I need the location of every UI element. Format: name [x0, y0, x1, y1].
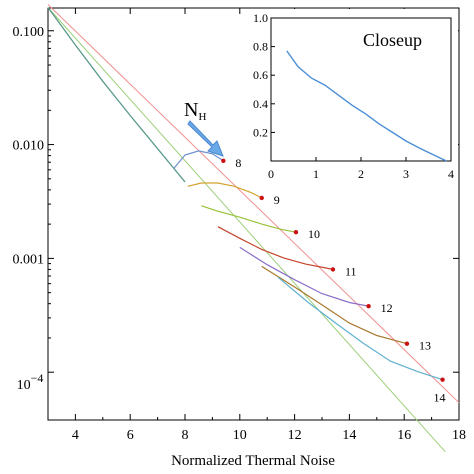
series-endpoint-12 [366, 304, 371, 309]
inset-y-tick-label: 0.6 [253, 68, 268, 82]
x-axis-label: Normalized Thermal Noise [171, 453, 335, 469]
nh-label-sub: H [198, 111, 206, 123]
inset-background [261, 9, 458, 164]
series-line-12 [239, 246, 369, 307]
y-tick-power-base: 10 [17, 378, 31, 393]
inset-plot: 0 1 2 3 4 0.2 0.4 0.6 0.8 1.0 Closeup [253, 9, 458, 181]
inset-y-tick-label: 0.2 [253, 125, 268, 139]
y-tick-label: 0.001 [13, 252, 45, 267]
inset-x-tick-label: 1 [313, 167, 319, 181]
inset-y-tick-label: 0.8 [253, 40, 268, 54]
series-line-11 [217, 226, 334, 270]
series-label-13: 13 [419, 339, 431, 353]
series-label-12: 12 [381, 301, 393, 315]
inset-x-tick-label: 3 [403, 167, 409, 181]
x-tick-label: 4 [72, 428, 79, 443]
series-line-14 [277, 276, 443, 381]
envelope-line [47, 7, 186, 183]
series-line-8 [173, 150, 224, 169]
x-tick-label: 6 [127, 428, 134, 443]
x-tick-label: 12 [288, 428, 302, 443]
series-label-11: 11 [345, 264, 357, 278]
inset-x-tick-label: 2 [358, 167, 364, 181]
inset-y-tick-label: 1.0 [253, 11, 268, 25]
inset-x-tick-label: 4 [448, 167, 454, 181]
series-line-13 [261, 265, 408, 345]
x-tick-label: 8 [182, 428, 189, 443]
inset-axes-layer: 0 1 2 3 4 0.2 0.4 0.6 0.8 1.0 [253, 11, 454, 181]
nh-annotation: NH [184, 99, 224, 157]
red-asymptote-line [47, 4, 460, 404]
y-tick-label: 0.100 [13, 25, 45, 40]
series-endpoint-8 [221, 158, 226, 164]
main-plot-frame [47, 7, 460, 421]
inset-series-line-0 [286, 50, 447, 162]
inset-title: Closeup [363, 30, 422, 50]
series-label-9: 9 [274, 193, 280, 207]
series-label-14: 14 [434, 391, 446, 405]
y-tick-power-exponent: −4 [31, 371, 44, 385]
y-tick-label-1e-4: 10−4 [17, 371, 44, 393]
nh-arrow [187, 120, 224, 157]
series-line-10 [201, 205, 297, 233]
inset-y-tick-label: 0.4 [253, 97, 268, 111]
nh-label: NH [184, 99, 206, 123]
series-endpoint-10 [293, 229, 299, 235]
x-tick-label: 10 [233, 428, 247, 443]
inset-x-tick-label: 0 [268, 167, 274, 181]
x-tick-label: 18 [452, 428, 466, 443]
x-tick-label: 14 [342, 428, 356, 443]
series-endpoint-13 [404, 341, 410, 346]
series-endpoint-11 [330, 267, 336, 272]
inset-series-layer [286, 50, 447, 162]
y-tick-label: 0.010 [13, 139, 45, 154]
series-line-9 [187, 182, 262, 199]
series-endpoint-14 [440, 377, 445, 382]
series-label-10: 10 [308, 227, 320, 241]
series-endpoint-9 [259, 195, 264, 201]
x-tick-label: 16 [397, 428, 411, 443]
green-asymptote-line [47, 7, 446, 453]
series-label-8: 8 [235, 156, 241, 170]
nh-label-main: N [184, 99, 198, 121]
